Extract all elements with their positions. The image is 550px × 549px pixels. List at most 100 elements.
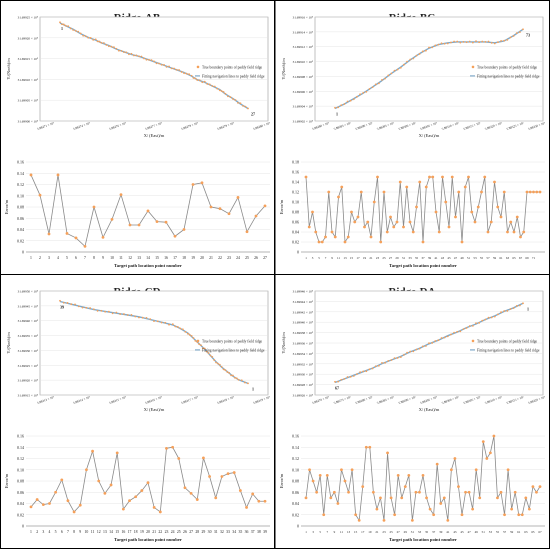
ridge-cd-err-xtick: 1 [30,530,32,534]
ridge-ab-err-xlabel: Target path location point number [114,263,182,268]
ridge-ab-ytick: 31.69920 × 10⁵ [18,36,38,40]
ridge-da-error-point [474,468,478,472]
ridge-bc-error-point [372,200,376,204]
ridge-cd-error-point [165,446,168,450]
ridge-ab-err-ytick: 0 [22,250,24,255]
ridge-ab-err-xtick: 10 [110,256,114,260]
ridge-bc-boundary-point [349,99,352,102]
ridge-da-error-point [510,507,514,511]
ridge-cd-boundary-point [190,335,193,337]
ridge-da-boundary-point [484,318,487,321]
ridge-cd-err-ylabel: Error/m [4,473,9,488]
ridge-cd-err-xtick: 36 [245,530,249,534]
ridge-ab-boundary-point [100,41,103,44]
ridge-da-ytick: 31.69940 × 10⁵ [293,321,313,325]
ridge-cd-err-ytick: 0.12 [17,456,24,461]
ridge-cd-err-xtick: 12 [97,530,101,534]
ridge-bc-error-point [444,200,448,204]
ridge-cd-err-xtick: 7 [67,530,69,534]
ridge-bc-xtick: 5.88330 × 10⁵ [527,121,545,131]
ridge-bc-err-xtick: 25 [382,256,386,260]
ridge-cd-err-xtick: 15 [115,530,119,534]
ridge-ab-boundary-point [163,64,165,66]
ridge-cd-ytick: 31.69940 × 10⁵ [18,319,38,323]
ridge-cd-boundary-point [134,315,137,318]
ridge-da-error-point [329,496,333,500]
ridge-da-boundary-point [512,307,515,310]
ridge-da-boundary-point [462,328,465,330]
ridge-cd-boundary-point [233,376,236,379]
ridge-da-error-point [332,490,336,494]
ridge-ab-error-point [173,234,177,238]
ridge-bc-boundary-point [437,43,440,46]
ridge-cd-boundary-point [145,317,148,319]
ridge-cd-err-xtick: 39 [263,530,267,534]
ridge-cd-boundary-point [207,352,210,354]
ridge-da-err-ytick: 0.02 [292,512,299,517]
ridge-bc-err-xtick: 7 [325,256,327,260]
ridge-ab-err-xtick: 23 [227,256,231,260]
ridge-cd-err-xtick: 34 [232,530,236,534]
ridge-bc-err-xtick: 49 [460,256,464,260]
ridge-da-boundary-point [399,356,402,358]
ridge-cd-err-xtick: 14 [109,530,113,534]
ridge-cd-boundary-point [205,350,208,353]
ridge-da-boundary-point [343,378,346,380]
ridge-ab-boundary-point [234,99,237,101]
ridge-da-error-point [425,496,428,500]
ridge-bc-err-xtick: 47 [454,256,458,260]
ridge-bc-boundary-point [334,106,336,109]
ridge-bc-boundary-point [475,40,477,43]
ridge-cd-err-xtick: 4 [49,530,51,534]
ridge-bc-xtick: 5.88310 × 10⁵ [441,121,459,131]
ridge-bc-error-point [431,175,435,179]
ridge-cd-error-point [140,489,144,492]
ridge-bc-error-point [395,220,399,224]
ridge-cd-boundary-point [240,379,243,382]
ridge-da-boundary-point [500,311,502,314]
ridge-bc-error-point [528,190,532,194]
ridge-da-boundary-point [518,304,521,307]
ridge-bc-err-xtick: 39 [428,256,432,260]
ridge-da-boundary-point [381,362,383,364]
ridge-ab-boundary-point [87,36,90,39]
ridge-da-error-point [350,468,354,472]
ridge-ab-err-xtick: 11 [119,256,123,260]
ridge-cd-boundary-point [192,337,195,339]
ridge-bc-boundary-point [428,46,430,49]
ridge-cd-boundary-point [186,332,189,335]
ridge-da-error-point [506,468,510,472]
ridge-bc-error-point [359,190,363,194]
ridge-bc-boundary-point [393,69,396,72]
ridge-bc-error-point [519,235,522,239]
ridge-da-boundary-point [478,321,481,324]
ridge-da-err-xtick: 7 [326,530,328,534]
ridge-cd-boundary-point [200,344,202,347]
ridge-bc-err-xtick: 5 [318,256,320,260]
ridge-bc-error-point [480,190,483,194]
ridge-ab-boundary-point [118,49,120,52]
ridge-da-err-xtick: 57 [503,530,507,534]
ridge-bc-boundary-point [387,74,390,77]
ridge-da-boundary-point [346,376,349,378]
ridge-ab-error-point [83,244,87,248]
ridge-bc-error-point [392,225,396,229]
ridge-bc-error-point [441,175,444,179]
ridge-cd-err-xtick: 2 [36,530,38,534]
ridge-da-xtick: 5.88315 × 10⁵ [506,395,524,405]
ridge-da-error-point [460,513,464,517]
ridge-bc-error-point [450,175,454,179]
ridge-bc-boundary-point [415,54,418,57]
ridge-da-err-xtick: 13 [347,530,351,534]
ridge-bc-err-xtick: 35 [415,256,419,260]
ridge-ab-boundary-point [72,29,75,31]
ridge-da-boundary-point [396,357,399,359]
ridge-cd-error-point [41,503,45,507]
ridge-cd-err-xtick: 23 [165,530,169,534]
ridge-ab-xtick: 5.88276 × 10⁵ [108,121,126,131]
ridge-cd-legend-points: True boundary points of paddy field ridg… [202,339,263,343]
ridge-bc-err-xtick: 29 [395,256,399,260]
ridge-bc-err-xtick: 69 [525,256,529,260]
ridge-da-error-point [499,490,503,494]
ridge-bc-boundary-point [503,39,506,42]
